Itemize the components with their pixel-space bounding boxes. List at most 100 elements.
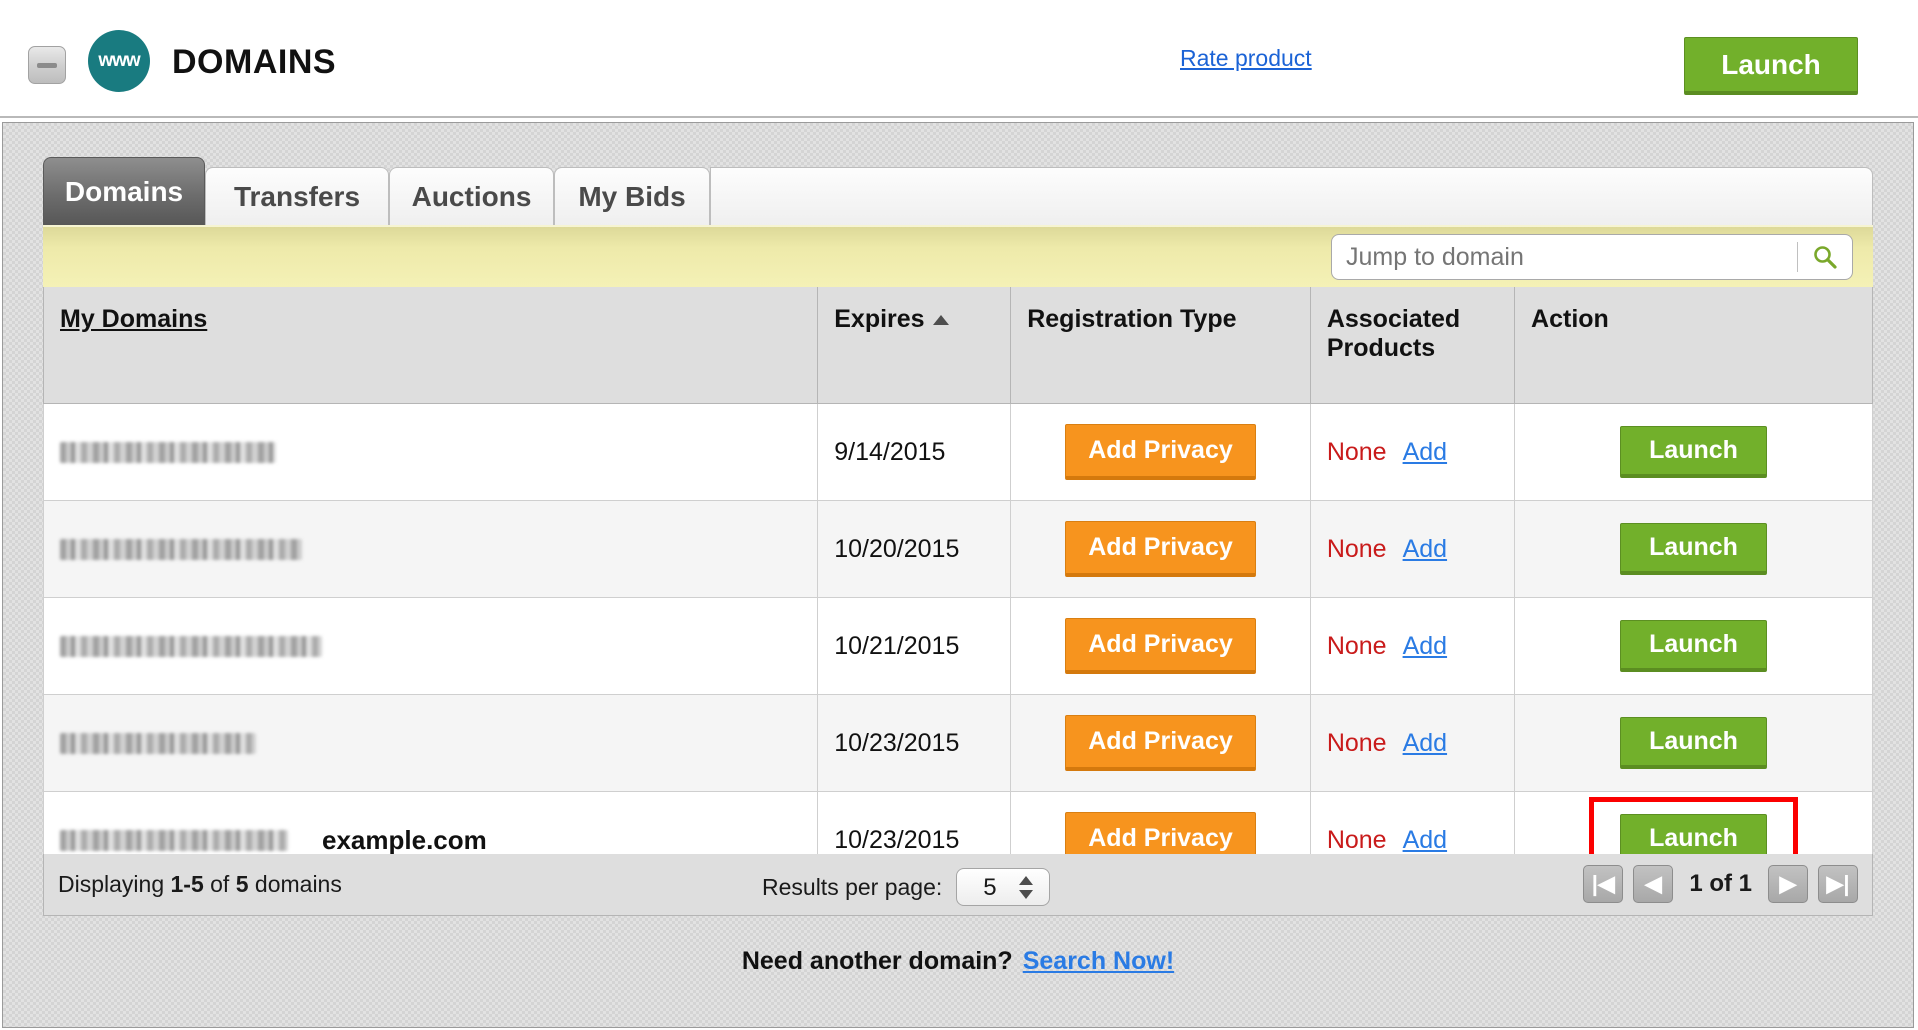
add-privacy-button[interactable]: Add Privacy xyxy=(1065,715,1256,771)
search-divider xyxy=(1797,242,1798,272)
associated-products-value: None xyxy=(1326,825,1387,854)
stepper-down-icon[interactable] xyxy=(1019,890,1034,899)
results-per-page-label: Results per page: xyxy=(762,873,943,900)
cell-associated-products: None Add xyxy=(1309,500,1516,598)
cell-action: Launch xyxy=(1514,597,1873,695)
app-header: www DOMAINS Rate product Launch xyxy=(0,0,1918,118)
redacted-domain-name xyxy=(60,442,276,464)
cell-registration-type: Add Privacy xyxy=(1010,403,1311,501)
table-row: 10/21/2015 Add Privacy None Add Launch xyxy=(42,597,1873,695)
pagination: |◀ ◀ 1 of 1 ▶ ▶| xyxy=(1583,865,1858,903)
col-associated-products[interactable]: Associated Products xyxy=(1309,287,1516,404)
results-per-page: Results per page: 5 xyxy=(762,868,1051,906)
add-product-link[interactable]: Add xyxy=(1402,728,1448,757)
tab-my-bids[interactable]: My Bids xyxy=(554,167,710,225)
search-band xyxy=(43,225,1873,287)
displaying-suffix: domains xyxy=(248,871,342,897)
cell-expires: 10/21/2015 xyxy=(817,597,1012,695)
add-product-link[interactable]: Add xyxy=(1402,825,1448,854)
cell-domain[interactable] xyxy=(42,500,819,598)
redacted-domain-name xyxy=(60,829,288,851)
col-expires-label: Expires xyxy=(834,305,925,333)
tab-filler xyxy=(710,167,1873,225)
results-per-page-select[interactable]: 5 xyxy=(956,868,1051,906)
pager-prev-button[interactable]: ◀ xyxy=(1633,865,1674,903)
launch-button[interactable]: Launch xyxy=(1620,620,1767,672)
table-header-row: My Domains Expires Registration Type Ass… xyxy=(42,287,1873,404)
cell-action: Launch xyxy=(1514,500,1873,598)
associated-products-value: None xyxy=(1326,728,1387,757)
minus-glyph xyxy=(37,63,57,68)
search-now-link[interactable]: Search Now! xyxy=(1022,947,1175,975)
need-another-domain-text: Need another domain? xyxy=(741,947,1013,975)
associated-products-value: None xyxy=(1326,534,1387,563)
tab-auctions[interactable]: Auctions xyxy=(389,167,554,225)
tab-domains[interactable]: Domains xyxy=(43,157,205,225)
associated-products-value: None xyxy=(1326,631,1387,660)
col-action[interactable]: Action xyxy=(1514,287,1873,404)
table-row: 9/14/2015 Add Privacy None Add Launch xyxy=(42,403,1873,501)
col-action-label: Action xyxy=(1531,305,1609,333)
associated-products-value: None xyxy=(1326,437,1387,466)
cell-action: Launch xyxy=(1514,694,1873,792)
cell-registration-type: Add Privacy xyxy=(1010,500,1311,598)
example-domain-label: example.com xyxy=(322,824,487,855)
www-logo-icon: www xyxy=(88,30,150,92)
col-expires[interactable]: Expires xyxy=(817,287,1012,404)
displaying-prefix: Displaying xyxy=(58,871,171,897)
displaying-mid: of xyxy=(203,871,236,897)
collapse-minus-icon[interactable] xyxy=(28,46,66,84)
table-footer: Displaying 1-5 of 5 domains Results per … xyxy=(43,854,1873,916)
col-associated-products-label: Associated Products xyxy=(1326,305,1461,362)
pager-last-button[interactable]: ▶| xyxy=(1818,865,1858,903)
content-panel: Domains Transfers Auctions My Bids xyxy=(2,122,1914,1028)
col-my-domains[interactable]: My Domains xyxy=(42,287,819,404)
add-product-link[interactable]: Add xyxy=(1402,534,1448,563)
launch-button[interactable]: Launch xyxy=(1620,523,1767,575)
launch-button[interactable]: Launch xyxy=(1620,717,1767,769)
table-row: 10/23/2015 Add Privacy None Add Launch xyxy=(42,694,1873,792)
add-product-link[interactable]: Add xyxy=(1402,631,1448,660)
cell-domain[interactable] xyxy=(42,694,819,792)
redacted-domain-name xyxy=(60,636,322,658)
domains-table: My Domains Expires Registration Type Ass… xyxy=(42,287,1873,889)
add-privacy-button[interactable]: Add Privacy xyxy=(1065,618,1256,674)
add-product-link[interactable]: Add xyxy=(1402,437,1448,466)
col-my-domains-label[interactable]: My Domains xyxy=(60,305,208,333)
cell-registration-type: Add Privacy xyxy=(1010,597,1311,695)
sort-ascending-icon xyxy=(932,315,949,326)
cell-expires: 9/14/2015 xyxy=(817,403,1012,501)
launch-button[interactable]: Launch xyxy=(1620,426,1767,478)
redacted-domain-name xyxy=(60,539,302,561)
col-registration-type-label: Registration Type xyxy=(1027,305,1237,333)
rate-product-link[interactable]: Rate product xyxy=(1180,45,1312,71)
cell-action: Launch xyxy=(1514,403,1873,501)
displaying-total: 5 xyxy=(235,871,249,897)
pager-first-button[interactable]: |◀ xyxy=(1583,865,1624,903)
stepper-up-icon[interactable] xyxy=(1019,876,1034,885)
search-input[interactable] xyxy=(1332,242,1797,272)
need-another-domain-bar: Need another domain? Search Now! xyxy=(3,931,1913,1027)
add-privacy-button[interactable]: Add Privacy xyxy=(1065,521,1256,577)
col-registration-type[interactable]: Registration Type xyxy=(1010,287,1311,404)
add-privacy-button[interactable]: Add Privacy xyxy=(1065,424,1256,480)
cell-expires: 10/23/2015 xyxy=(817,694,1012,792)
cell-domain[interactable] xyxy=(42,403,819,501)
header-launch-button[interactable]: Launch xyxy=(1684,37,1858,95)
pager-page-label: 1 of 1 xyxy=(1689,870,1752,897)
table-row: 10/20/2015 Add Privacy None Add Launch xyxy=(42,500,1873,598)
cell-registration-type: Add Privacy xyxy=(1010,694,1311,792)
cell-domain[interactable] xyxy=(42,597,819,695)
displaying-range: 1-5 xyxy=(170,871,204,897)
jump-to-domain-search[interactable] xyxy=(1331,234,1853,280)
displaying-count: Displaying 1-5 of 5 domains xyxy=(58,871,342,898)
cell-associated-products: None Add xyxy=(1309,597,1516,695)
tab-transfers[interactable]: Transfers xyxy=(205,167,389,225)
pager-next-button[interactable]: ▶ xyxy=(1768,865,1808,903)
page-title: DOMAINS xyxy=(172,43,337,81)
search-icon[interactable] xyxy=(1798,244,1852,270)
cell-associated-products: None Add xyxy=(1309,694,1516,792)
redacted-domain-name xyxy=(60,733,256,755)
cell-associated-products: None Add xyxy=(1309,403,1516,501)
